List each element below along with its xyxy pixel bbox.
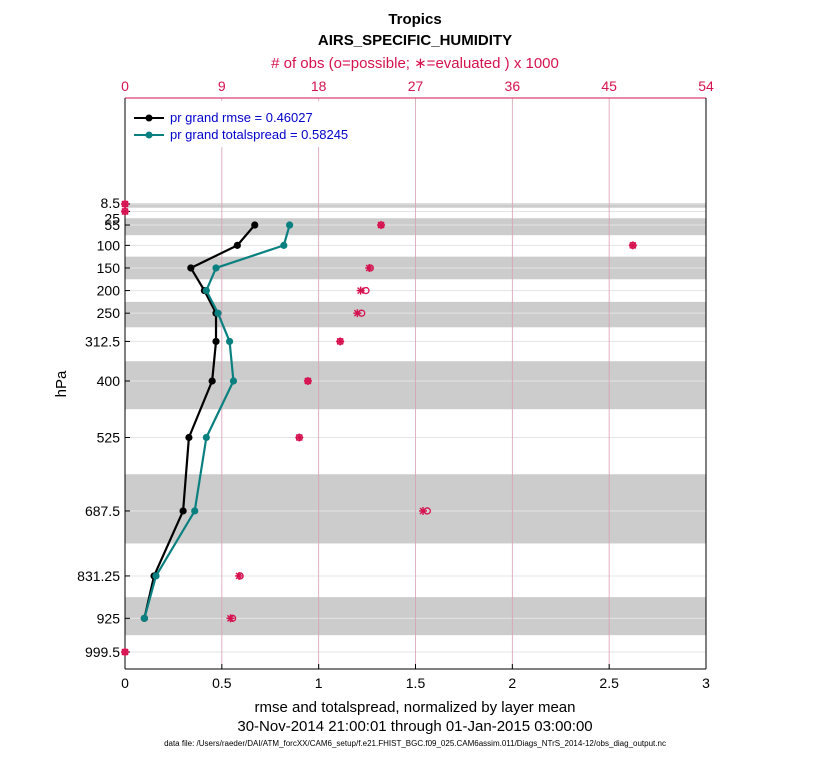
series-group — [140, 221, 294, 622]
chart-title: Tropics — [388, 11, 441, 28]
totalspread-point — [152, 572, 160, 580]
legend-marker-spread — [145, 131, 153, 139]
totalspread-point — [280, 241, 288, 249]
rmse-point — [251, 221, 259, 229]
obs-star-stroke — [357, 287, 365, 295]
top-tick-label: 45 — [601, 78, 617, 94]
obs-evaluated-marker — [121, 200, 129, 208]
totalspread-point — [214, 309, 222, 317]
totalspread-point — [202, 433, 210, 442]
obs-star-stroke — [304, 377, 312, 385]
obs-evaluated-marker — [121, 207, 129, 216]
obs-evaluated-marker — [353, 309, 362, 318]
y-tick-label: 525 — [97, 429, 121, 445]
obs-evaluated-marker — [235, 571, 244, 580]
obs-star-stroke — [419, 507, 427, 515]
legend-label-rmse: pr grand rmse = 0.46027 — [170, 110, 313, 125]
rmse-point — [187, 264, 195, 272]
obs-star-stroke — [377, 221, 385, 229]
obs-star-stroke — [295, 433, 303, 441]
obs-evaluated-marker — [377, 221, 386, 230]
obs-star-stroke — [629, 241, 637, 249]
rmse-point — [185, 433, 193, 442]
top-tick-label: 9 — [218, 78, 226, 94]
obs-evaluated-marker — [365, 263, 374, 272]
obs-star-stroke — [353, 309, 361, 317]
obs-star-stroke — [365, 264, 373, 272]
legend-box — [127, 101, 387, 147]
legend-marker-rmse — [145, 114, 153, 122]
obs-evaluated-marker — [356, 286, 365, 295]
totalspread-point — [212, 264, 220, 272]
y-tick-label: 831.25 — [77, 568, 120, 584]
totalspread-point — [286, 221, 294, 229]
top-tick-label: 36 — [505, 78, 521, 94]
top-tick-label: 0 — [121, 78, 129, 94]
obs-evaluated-marker — [121, 648, 129, 656]
y-tick-label: 687.5 — [85, 503, 120, 519]
legend: pr grand rmse = 0.46027 pr grand totalsp… — [127, 101, 387, 147]
obs-evaluated-marker — [419, 506, 428, 515]
x-tick-label: 1.5 — [406, 675, 426, 691]
obs-evaluated-marker — [628, 241, 637, 250]
totalspread-point — [202, 286, 210, 295]
rmse-point — [233, 241, 241, 249]
y-tick-label: 400 — [97, 373, 121, 389]
obs-evaluated-marker — [303, 376, 312, 385]
y-tick-label: 925 — [97, 610, 121, 626]
obs-star-stroke — [121, 207, 129, 215]
x-tick-label: 1 — [315, 675, 323, 691]
obs-star-stroke — [235, 572, 243, 580]
y-tick-label: 150 — [97, 260, 121, 276]
obs-star-stroke — [336, 337, 344, 345]
totalspread-point — [225, 337, 234, 346]
totalspread-point — [140, 614, 148, 622]
obs-evaluated-marker — [295, 433, 304, 442]
rmse-line — [143, 224, 256, 619]
chart-subtitle: AIRS_SPECIFIC_HUMIDITY — [318, 32, 512, 49]
obs-count-markers — [121, 200, 637, 656]
y-tick-label: 25 — [104, 210, 120, 226]
date-range: 30-Nov-2014 21:00:01 through 01-Jan-2015… — [237, 718, 592, 735]
totalspread-point — [229, 377, 238, 385]
y-tick-label: 250 — [97, 305, 121, 321]
obs-star-stroke — [121, 200, 129, 208]
obs-star-stroke — [121, 648, 129, 656]
y-tick-label: 200 — [97, 283, 121, 299]
x-axis-label: rmse and totalspread, normalized by laye… — [255, 699, 576, 716]
x-tick-label: 3 — [702, 675, 710, 691]
obs-star-stroke — [226, 614, 234, 622]
legend-label-spread: pr grand totalspread = 0.58245 — [170, 127, 348, 142]
rmse-point — [212, 337, 220, 346]
x-tick-label: 0.5 — [212, 675, 232, 691]
y-tick-label: 100 — [97, 237, 121, 253]
top-tick-label: 27 — [408, 78, 424, 94]
y-tick-label: 312.5 — [85, 333, 120, 349]
top-tick-label: 54 — [698, 78, 714, 94]
top-tick-label: 18 — [311, 78, 327, 94]
totalspread-line — [143, 224, 291, 619]
x-tick-label: 0 — [121, 675, 129, 691]
y-tick-label: 999.5 — [85, 644, 120, 660]
y-axis-label: hPa — [53, 370, 70, 397]
y-tick-label: 8.5 — [101, 195, 121, 211]
rmse-point — [179, 507, 187, 515]
x-tick-label: 2.5 — [599, 675, 619, 691]
rmse-point — [208, 377, 216, 385]
totalspread-point — [191, 507, 199, 515]
data-file-footnote: data file: /Users/raeder/DAI/ATM_forcXX/… — [164, 739, 666, 748]
obs-evaluated-marker — [336, 337, 345, 346]
obs-evaluated-marker — [226, 614, 235, 623]
x-tick-label: 2 — [508, 675, 516, 691]
y-tick-label: 55 — [104, 217, 120, 233]
top-axis-label: # of obs (o=possible; ∗=evaluated ) x 10… — [271, 55, 559, 72]
